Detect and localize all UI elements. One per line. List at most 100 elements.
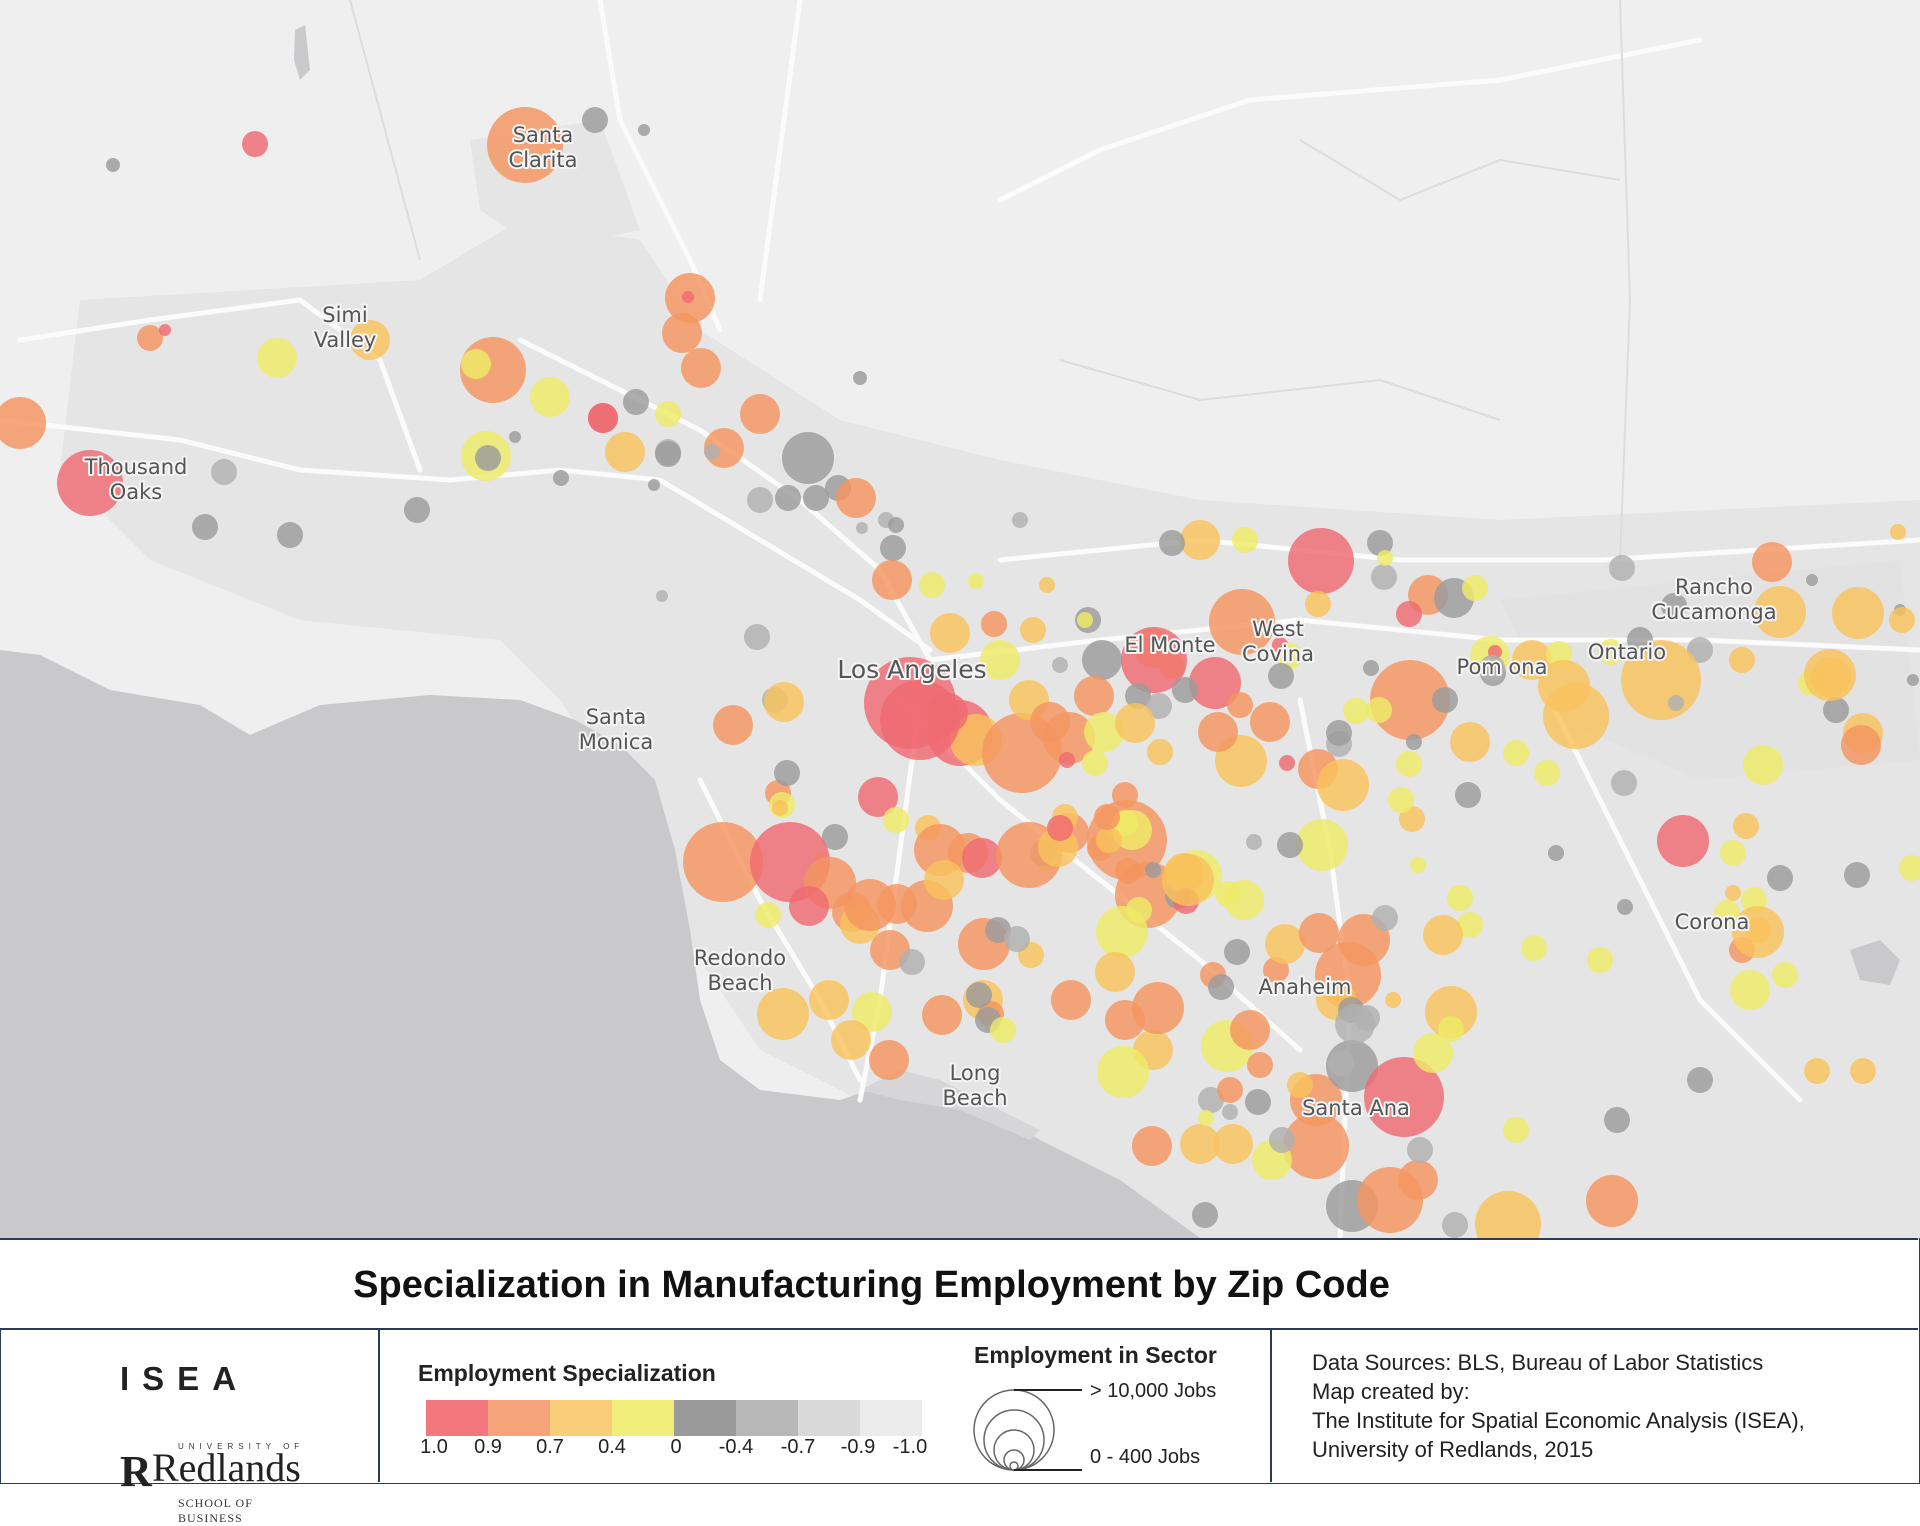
zip-code-circle[interactable]	[1385, 992, 1401, 1008]
zip-code-circle[interactable]	[1475, 1191, 1541, 1238]
zip-code-circle[interactable]	[475, 445, 501, 471]
zip-code-circle[interactable]	[1326, 720, 1352, 746]
zip-code-circle[interactable]	[1598, 639, 1624, 665]
zip-code-circle[interactable]	[1425, 986, 1477, 1038]
zip-code-circle[interactable]	[1059, 752, 1075, 768]
zip-code-circle[interactable]	[1227, 692, 1253, 718]
zip-code-circle[interactable]	[1729, 647, 1755, 673]
zip-code-circle[interactable]	[1296, 819, 1348, 871]
zip-code-circle[interactable]	[1442, 1212, 1468, 1238]
zip-code-circle[interactable]	[1180, 520, 1220, 560]
zip-code-circle[interactable]	[404, 497, 430, 523]
zip-code-circle[interactable]	[1398, 1160, 1438, 1200]
zip-code-circle[interactable]	[1745, 917, 1771, 943]
zip-code-circle[interactable]	[1396, 601, 1422, 627]
zip-code-circle[interactable]	[1354, 1005, 1380, 1031]
zip-code-circle[interactable]	[1366, 697, 1392, 723]
zip-code-circle[interactable]	[1277, 832, 1303, 858]
zip-code-circle[interactable]	[1399, 806, 1425, 832]
zip-code-circle[interactable]	[1661, 593, 1687, 619]
zip-code-circle[interactable]	[1051, 980, 1091, 1020]
zip-code-circle[interactable]	[1447, 885, 1473, 911]
zip-code-circle[interactable]	[836, 478, 876, 518]
zip-code-circle[interactable]	[1730, 970, 1770, 1010]
zip-code-circle[interactable]	[1733, 813, 1759, 839]
zip-code-circle[interactable]	[962, 838, 1002, 878]
zip-code-circle[interactable]	[1548, 845, 1564, 861]
zip-code-circle[interactable]	[1232, 527, 1258, 553]
zip-code-circle[interactable]	[1363, 660, 1379, 676]
zip-code-circle[interactable]	[1396, 751, 1422, 777]
zip-code-circle[interactable]	[1132, 1126, 1172, 1166]
zip-code-circle[interactable]	[1288, 528, 1354, 594]
zip-code-circle[interactable]	[764, 682, 804, 722]
zip-code-circle[interactable]	[1586, 1175, 1638, 1227]
zip-code-circle[interactable]	[553, 470, 569, 486]
zip-code-circle[interactable]	[1503, 1117, 1529, 1143]
zip-code-circle[interactable]	[1198, 712, 1238, 752]
zip-code-circle[interactable]	[1265, 924, 1305, 964]
zip-code-circle[interactable]	[1687, 1067, 1713, 1093]
zip-code-circle[interactable]	[1604, 1107, 1630, 1133]
zip-code-circle[interactable]	[822, 824, 848, 850]
zip-code-circle[interactable]	[1538, 660, 1590, 712]
zip-code-circle[interactable]	[1534, 760, 1560, 786]
zip-code-circle[interactable]	[1512, 640, 1552, 680]
zip-code-circle[interactable]	[928, 693, 968, 733]
zip-code-circle[interactable]	[1012, 512, 1028, 528]
zip-code-circle[interactable]	[872, 560, 912, 600]
zip-code-circle[interactable]	[1121, 627, 1187, 693]
zip-code-circle[interactable]	[1283, 1113, 1349, 1179]
zip-code-circle[interactable]	[1317, 759, 1369, 811]
zip-code-circle[interactable]	[968, 573, 984, 589]
zip-code-circle[interactable]	[1115, 703, 1155, 743]
zip-code-circle[interactable]	[747, 487, 773, 513]
zip-code-circle[interactable]	[1743, 745, 1783, 785]
zip-code-circle[interactable]	[782, 432, 834, 484]
zip-code-circle[interactable]	[1279, 755, 1295, 771]
zip-code-circle[interactable]	[1806, 574, 1818, 586]
zip-code-circle[interactable]	[682, 291, 694, 303]
zip-code-circle[interactable]	[1372, 905, 1398, 931]
zip-code-circle[interactable]	[1094, 804, 1120, 830]
zip-code-circle[interactable]	[1609, 555, 1635, 581]
zip-code-circle[interactable]	[1479, 655, 1505, 681]
zip-code-circle[interactable]	[656, 590, 668, 602]
zip-code-circle[interactable]	[623, 389, 649, 415]
zip-code-circle[interactable]	[1208, 974, 1234, 1000]
zip-code-circle[interactable]	[509, 431, 521, 443]
zip-code-circle[interactable]	[582, 107, 608, 133]
zip-code-circle[interactable]	[775, 485, 801, 511]
zip-code-circle[interactable]	[1222, 1104, 1238, 1120]
zip-code-circle[interactable]	[772, 800, 788, 816]
zip-code-circle[interactable]	[757, 988, 809, 1040]
zip-code-circle[interactable]	[1657, 815, 1709, 867]
zip-code-circle[interactable]	[1192, 1202, 1218, 1228]
zip-code-circle[interactable]	[1714, 900, 1740, 926]
zip-code-circle[interactable]	[257, 338, 297, 378]
zip-code-circle[interactable]	[1162, 854, 1214, 906]
zip-code-circle[interactable]	[1455, 782, 1481, 808]
zip-code-circle[interactable]	[588, 403, 618, 433]
zip-code-circle[interactable]	[831, 1020, 871, 1060]
zip-code-circle[interactable]	[1406, 734, 1422, 750]
zip-code-circle[interactable]	[1720, 840, 1746, 866]
zip-code-circle[interactable]	[924, 860, 964, 900]
zip-code-circle[interactable]	[1172, 677, 1198, 703]
zip-code-circle[interactable]	[789, 886, 829, 926]
zip-code-circle[interactable]	[487, 107, 563, 183]
zip-code-circle[interactable]	[774, 760, 800, 786]
zip-code-circle[interactable]	[211, 459, 237, 485]
zip-code-circle[interactable]	[137, 325, 163, 351]
zip-code-circle[interactable]	[1246, 834, 1262, 850]
zip-code-circle[interactable]	[1668, 695, 1684, 711]
zip-code-circle[interactable]	[1126, 897, 1152, 923]
zip-code-circle[interactable]	[1841, 725, 1881, 765]
zip-code-circle[interactable]	[1587, 947, 1613, 973]
zip-code-circle[interactable]	[192, 514, 218, 540]
zip-code-circle[interactable]	[57, 450, 123, 516]
zip-code-circle[interactable]	[1247, 1052, 1273, 1078]
zip-code-circle[interactable]	[1043, 712, 1095, 764]
zip-code-circle[interactable]	[638, 124, 650, 136]
zip-code-circle[interactable]	[1115, 858, 1141, 884]
